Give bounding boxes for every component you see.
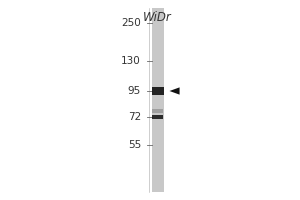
Text: 130: 130 — [121, 56, 141, 66]
Bar — [152, 87, 164, 95]
Bar — [152, 8, 164, 192]
Text: 72: 72 — [128, 112, 141, 122]
Polygon shape — [169, 87, 180, 95]
Text: 250: 250 — [121, 18, 141, 28]
Bar — [152, 109, 163, 113]
Text: 95: 95 — [128, 86, 141, 96]
Text: WiDr: WiDr — [143, 11, 172, 24]
Text: 55: 55 — [128, 140, 141, 150]
Bar — [152, 115, 163, 119]
